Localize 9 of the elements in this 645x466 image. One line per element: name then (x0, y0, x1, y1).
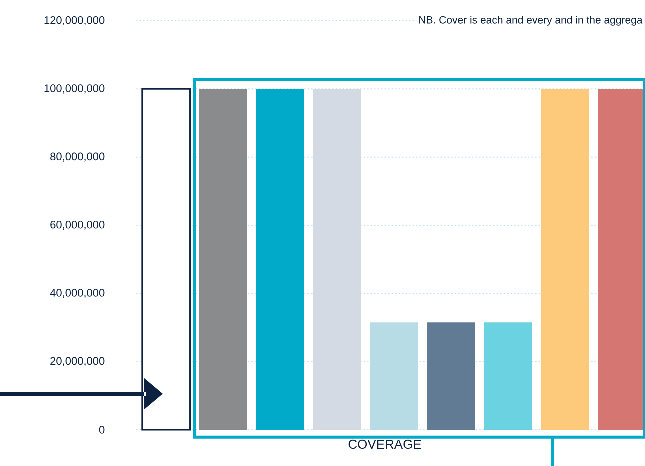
annotation: NB. Cover is each and every and in the aggrega (420, 16, 643, 26)
y-tick-label: 120,000,000 (44, 16, 105, 26)
x-axis-title: COVERAGE (348, 440, 422, 450)
y-tick-label: 20,000,000 (50, 357, 105, 366)
y-tick-label: 0 (99, 426, 105, 434)
y-tick-label: 40,000,000 (50, 289, 105, 298)
y-tick-label: 100,000,000 (44, 84, 105, 94)
y-tick-label: 80,000,000 (50, 152, 105, 162)
y-tick-label: 60,000,000 (50, 220, 105, 230)
